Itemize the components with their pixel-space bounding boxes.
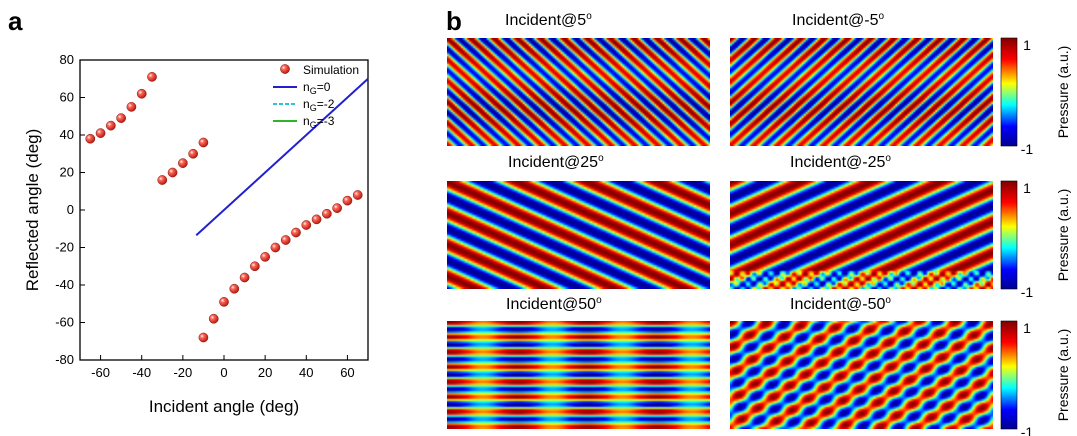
simulation-point	[116, 113, 126, 123]
pressure-field-image	[730, 181, 993, 289]
legend: Simulation nG=0nG=-2nG=-3	[273, 63, 359, 130]
x-tick-label: 60	[340, 365, 354, 380]
simulation-point	[311, 214, 322, 225]
legend-item: nG=-2	[273, 97, 335, 113]
y-tick-label: 20	[60, 165, 74, 180]
simulation-point	[167, 167, 178, 178]
pressure-field-image	[730, 38, 993, 146]
field-title: Incident@50o	[506, 295, 602, 313]
simulation-point	[219, 297, 229, 307]
simulation-point	[250, 261, 260, 272]
y-tick-label: 0	[67, 202, 74, 217]
colorbar-min: -1	[1021, 424, 1034, 436]
colorbar-bar	[1000, 180, 1018, 290]
pressure-field-image	[447, 38, 710, 146]
pressure-field-image	[447, 321, 710, 429]
colorbar-bar	[1000, 37, 1018, 147]
simulation-point	[342, 195, 353, 206]
legend-item: Simulation	[280, 63, 359, 77]
field-title: Incident@25o	[508, 153, 604, 171]
legend-label: nG=0	[303, 80, 331, 96]
simulation-point	[178, 158, 188, 168]
colorbar: 1 -1 Pressure (a.u.)	[1000, 37, 1071, 157]
simulation-point	[332, 203, 342, 213]
pressure-field-image	[447, 181, 710, 289]
x-axis-label: Incident angle (deg)	[149, 397, 299, 416]
simulation-point	[147, 72, 157, 82]
legend-item: nG=-3	[273, 114, 335, 130]
y-ticks: -80 -60 -40 -20 0 20 40 60 80	[55, 52, 85, 367]
legend-label: nG=-2	[303, 97, 335, 113]
field-title: Incident@-25o	[790, 153, 891, 171]
simulation-point	[198, 332, 209, 343]
legend-label: nG=-3	[303, 114, 335, 130]
simulation-point	[136, 88, 147, 99]
pressure-field-1-left: Incident@25o	[447, 153, 710, 289]
x-tick-label: -40	[132, 365, 151, 380]
x-tick-label: 0	[220, 365, 227, 380]
x-tick-label: 40	[299, 365, 313, 380]
x-tick-label: 20	[258, 365, 272, 380]
field-title: Incident@-50o	[790, 295, 891, 313]
simulation-point	[280, 235, 291, 245]
field-title: Incident@-5o	[792, 11, 885, 29]
simulation-point	[126, 102, 137, 112]
simulation-point	[270, 242, 281, 253]
field-title: Incident@5o	[505, 11, 592, 29]
y-tick-label: 40	[60, 127, 74, 142]
colorbar-bar	[1000, 320, 1018, 430]
pressure-field-0-right: Incident@-5o	[730, 11, 993, 146]
y-tick-label: 60	[60, 90, 74, 105]
pressure-field-panel: Incident@5o Incident@-5o 1 -1 Pressure (a.u.…	[447, 11, 1071, 436]
curves-layer	[195, 78, 369, 237]
simulation-point	[352, 190, 363, 200]
simulation-point	[291, 227, 301, 238]
simulation-point	[301, 220, 312, 230]
legend-label: Simulation	[303, 63, 359, 77]
simulation-point	[95, 128, 106, 138]
simulation-point	[106, 120, 116, 131]
y-tick-label: -80	[55, 352, 74, 367]
colorbar-min: -1	[1021, 284, 1034, 300]
simulation-point	[322, 208, 332, 219]
colorbar-min: -1	[1021, 141, 1034, 157]
scatter-chart: -60 -40 -20 0 20 40 60 -80 -60 -40 -20 0 20 40 60 80 I…	[23, 52, 369, 416]
pressure-field-2-right: Incident@-50o	[730, 295, 993, 429]
points-layer	[85, 72, 363, 343]
simulation-point	[157, 175, 168, 185]
pressure-field-1-right: Incident@-25o	[730, 153, 993, 289]
pressure-field-2-left: Incident@50o	[447, 295, 710, 429]
y-tick-label: 80	[60, 52, 74, 67]
colorbar-label: Pressure (a.u.)	[1055, 46, 1071, 139]
pressure-field-0-left: Incident@5o	[447, 11, 710, 146]
panel-a-label: a	[8, 6, 23, 36]
colorbar-max: 1	[1023, 320, 1031, 336]
simulation-point	[188, 148, 198, 159]
x-tick-label: -20	[173, 365, 192, 380]
legend-item: nG=0	[273, 80, 331, 96]
colorbar-max: 1	[1023, 37, 1031, 53]
colorbar: 1 -1 Pressure (a.u.)	[1000, 320, 1071, 436]
simulation-point	[208, 313, 219, 324]
simulation-point	[239, 272, 250, 283]
y-tick-label: -40	[55, 277, 74, 292]
simulation-point	[85, 133, 96, 144]
pressure-field-image	[730, 321, 993, 429]
x-ticks: -60 -40 -20 0 20 40 60	[91, 355, 355, 380]
colorbar: 1 -1 Pressure (a.u.)	[1000, 180, 1071, 300]
simulation-point	[229, 283, 240, 294]
colorbar-label: Pressure (a.u.)	[1055, 189, 1071, 282]
simulation-point	[260, 252, 270, 262]
x-tick-label: -60	[91, 365, 110, 380]
y-axis-label: Reflected angle (deg)	[23, 129, 42, 292]
legend-marker	[280, 64, 290, 74]
y-tick-label: -60	[55, 315, 74, 330]
panel-b-label: b	[446, 6, 462, 36]
simulation-point	[198, 137, 209, 148]
colorbar-max: 1	[1023, 180, 1031, 196]
y-tick-label: -20	[55, 240, 74, 255]
colorbar-label: Pressure (a.u.)	[1055, 329, 1071, 422]
curve-line	[195, 78, 369, 237]
